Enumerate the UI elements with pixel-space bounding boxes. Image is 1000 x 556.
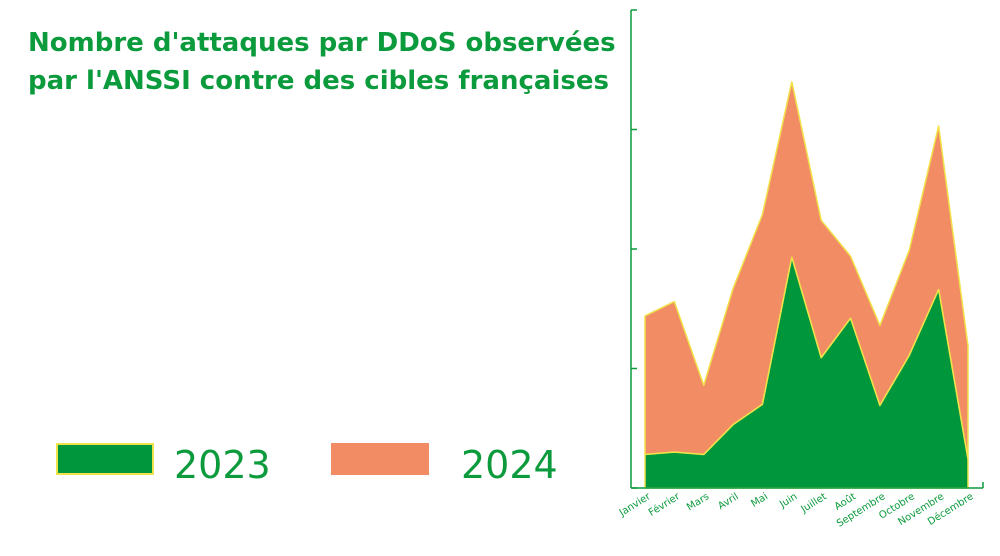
legend-label-2023: 2023 [174,443,271,487]
legend-label-2024: 2024 [461,443,558,487]
series-2023-area [644,256,969,489]
chart-title-line-1: Nombre d'attaques par DDoS observées [28,28,616,58]
legend-swatch-2024 [331,443,429,475]
x-tick-label: Mars [685,491,711,513]
x-tick-label: Février [646,490,682,519]
x-tick-label: Juin [777,491,799,511]
x-tick-label: Janvier [617,491,654,520]
chart-title-line-2: par l'ANSSI contre des cibles françaises [28,66,609,96]
x-tick-label: Juillet [799,491,829,516]
x-tick-label: Avril [716,491,740,512]
legend-swatch-2023 [56,443,154,475]
x-tick-label: Mai [749,491,770,510]
chart-title: Nombre d'attaques par DDoS observées par… [28,24,628,100]
